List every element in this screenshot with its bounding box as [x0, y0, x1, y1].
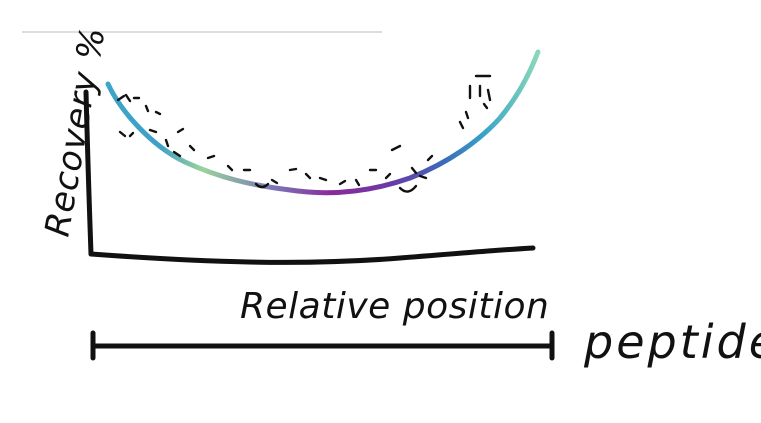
- data-point: [384, 172, 392, 180]
- data-point: [354, 178, 361, 187]
- data-point: [154, 110, 162, 116]
- data-point: [188, 144, 196, 152]
- data-points: [116, 74, 492, 193]
- peptide-scale-bar: [90, 330, 555, 361]
- recovery-curve: [105, 49, 541, 196]
- data-point: [318, 176, 328, 182]
- data-point: [486, 88, 492, 102]
- data-point: [304, 172, 312, 180]
- data-point: [176, 127, 185, 134]
- data-point: [464, 110, 470, 120]
- data-point: [172, 150, 182, 158]
- data-point: [254, 182, 270, 189]
- x-axis-line: [88, 245, 536, 265]
- data-point: [458, 120, 465, 130]
- data-point: [270, 178, 279, 185]
- data-point: [164, 138, 170, 148]
- data-point: [288, 167, 298, 172]
- scale-bar-label: peptide: [583, 315, 761, 369]
- x-axis-label: Relative position: [240, 286, 549, 327]
- data-point: [144, 104, 150, 113]
- data-point: [118, 130, 127, 138]
- data-point: [482, 102, 489, 110]
- data-point: [418, 174, 428, 180]
- y-axis-label: Recovery %: [37, 24, 113, 240]
- data-point: [206, 154, 216, 160]
- data-point: [426, 154, 434, 162]
- data-point: [390, 144, 402, 152]
- data-point: [226, 164, 234, 172]
- data-point: [148, 128, 158, 134]
- y-axis-line: [83, 89, 94, 257]
- data-point: [410, 166, 418, 175]
- data-point: [116, 94, 126, 102]
- data-point: [338, 179, 347, 186]
- data-point: [398, 184, 418, 193]
- data-point: [128, 131, 135, 138]
- data-point: [124, 93, 132, 103]
